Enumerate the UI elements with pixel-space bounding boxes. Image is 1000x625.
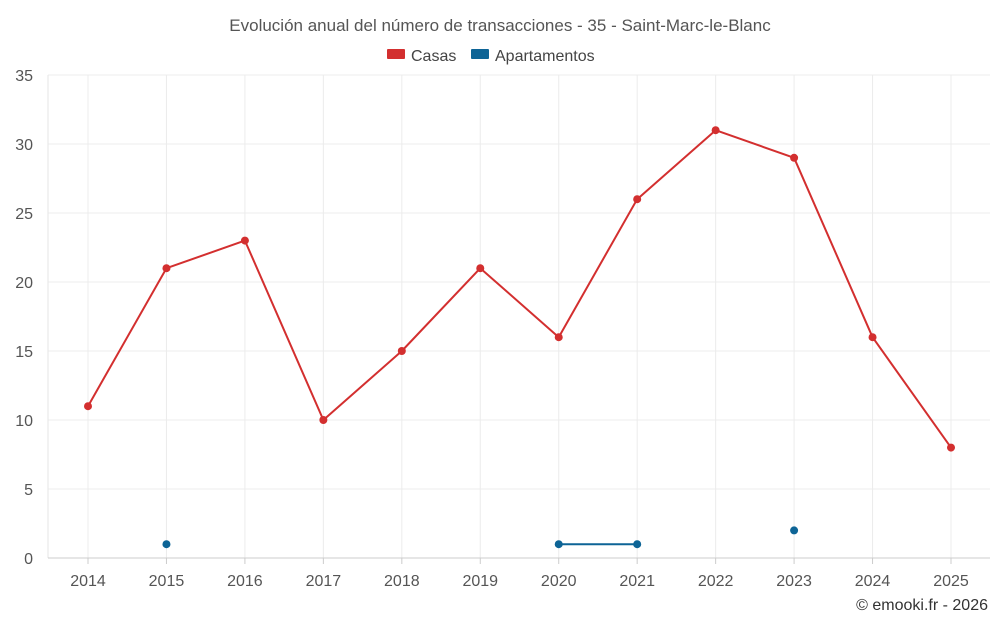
data-point-casas — [84, 402, 92, 411]
data-point-casas — [240, 236, 249, 245]
data-point-apartamentos — [633, 540, 642, 549]
data-point-casas — [633, 195, 642, 204]
data-point-apartamentos — [790, 526, 799, 535]
y-tick-label: 15 — [15, 344, 33, 361]
data-point-casas — [476, 264, 485, 273]
x-tick-label: 2022 — [698, 573, 734, 590]
x-tick-label: 2025 — [933, 573, 969, 590]
series-layer — [84, 126, 955, 549]
x-tick-label: 2015 — [149, 573, 185, 590]
data-point-casas — [868, 333, 877, 342]
data-point-casas — [947, 443, 955, 452]
x-tick-label: 2021 — [619, 573, 655, 590]
x-tick-label: 2020 — [541, 573, 577, 590]
x-tick-label: 2023 — [776, 573, 812, 590]
data-point-casas — [554, 333, 563, 342]
data-point-casas — [711, 126, 720, 135]
y-tick-label: 5 — [24, 482, 33, 499]
legend-label-casas[interactable]: Casas — [411, 48, 456, 65]
legend-swatch-casas — [387, 49, 405, 59]
chart-title: Evolución anual del número de transaccio… — [229, 16, 771, 35]
y-tick-label: 25 — [15, 206, 33, 223]
x-tick-label: 2024 — [855, 573, 891, 590]
y-tick-label: 0 — [24, 551, 33, 568]
legend-swatch-apartamentos — [471, 49, 489, 59]
y-tick-label: 30 — [15, 137, 33, 154]
x-tick-label: 2019 — [462, 573, 498, 590]
data-point-casas — [319, 416, 328, 424]
grid — [48, 74, 990, 558]
legend[interactable]: Casas Apartamentos — [387, 48, 595, 65]
x-tick-label: 2014 — [70, 573, 106, 590]
series-casas — [84, 126, 955, 452]
y-tick-label: 20 — [15, 275, 33, 292]
data-point-casas — [397, 347, 406, 355]
legend-label-apartamentos[interactable]: Apartamentos — [495, 48, 595, 65]
series-apartamentos — [162, 526, 799, 549]
data-point-apartamentos — [554, 540, 563, 549]
y-tick-label: 35 — [15, 68, 33, 85]
credit-text: © emooki.fr - 2026 — [856, 597, 988, 614]
data-point-casas — [790, 153, 799, 162]
series-line-casas — [87, 129, 952, 449]
x-tick-label: 2016 — [227, 573, 263, 590]
x-tick-label: 2017 — [306, 573, 342, 590]
x-tick-label: 2018 — [384, 573, 420, 590]
data-point-casas — [162, 264, 171, 273]
data-point-apartamentos — [162, 540, 171, 549]
y-tick-label: 10 — [15, 413, 33, 430]
